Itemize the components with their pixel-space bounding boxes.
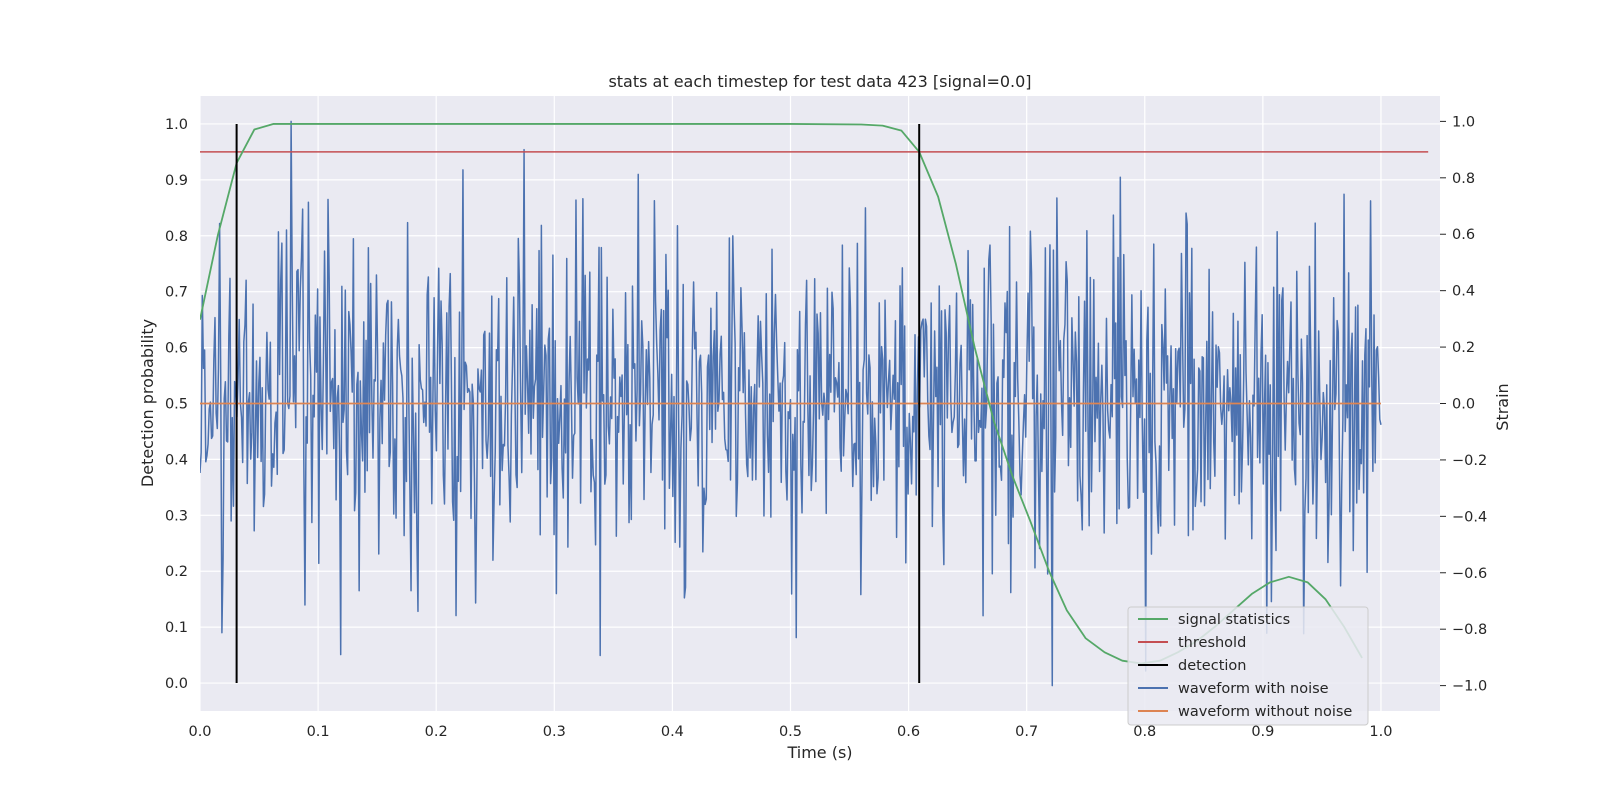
y-tick-label-left: 0.9: [165, 173, 188, 189]
plot-area: [200, 120, 1429, 687]
x-tick-label: 0.3: [543, 724, 566, 740]
y-axis-label-left: Detection probability: [138, 319, 157, 487]
y-tick-label-right: −0.6: [1452, 566, 1487, 582]
x-tick-label: 0.5: [779, 724, 802, 740]
x-tick-label: 0.6: [897, 724, 920, 740]
y-tick-label-left: 1.0: [165, 117, 188, 133]
y-tick-label-left: 0.8: [165, 229, 188, 245]
y-tick-label-right: 0.4: [1452, 284, 1475, 300]
legend-box: [1127, 606, 1369, 726]
legend: signal statistics threshold detection wavef…: [1127, 606, 1369, 726]
x-tick-label: 0.4: [661, 724, 684, 740]
legend-label: waveform with noise: [1178, 681, 1329, 697]
y-tick-label-right: 0.2: [1452, 340, 1475, 356]
x-tick-label: 1.0: [1369, 724, 1392, 740]
y-tick-label-right: 0.0: [1452, 397, 1475, 413]
y-tick-label-right: −0.4: [1452, 509, 1487, 525]
y-tick-label-left: 0.5: [165, 397, 188, 413]
x-tick-label: 0.1: [307, 724, 330, 740]
y-tick-label-right: −1.0: [1452, 679, 1487, 695]
x-tick-label: 0.2: [425, 724, 448, 740]
y-tick-label-left: 0.0: [165, 676, 188, 692]
x-tick-label: 0.0: [188, 724, 211, 740]
y-tick-label-left: 0.7: [165, 285, 188, 301]
y-axis-label-right: Strain: [1493, 383, 1512, 430]
y-tick-label-right: 0.6: [1452, 227, 1475, 243]
x-tick-label: 0.8: [1133, 724, 1156, 740]
axes: 0.0 0.1 0.2 0.3 0.4 0.5 0.6 0.7 0.8 0.9 1.0 0.0 0.1 0…: [165, 114, 1487, 740]
y-tick-label-right: −0.8: [1452, 622, 1487, 638]
y-tick-label-left: 0.3: [165, 508, 188, 524]
series-signal-statistics: [200, 123, 1363, 665]
legend-label: detection: [1178, 658, 1246, 674]
y-tick-label-right: −0.2: [1452, 453, 1487, 469]
y-tick-label-left: 0.2: [165, 564, 188, 580]
x-tick-label: 0.9: [1251, 724, 1274, 740]
y-tick-label-left: 0.1: [165, 620, 188, 636]
series-waveform-with-noise: [200, 120, 1382, 687]
x-tick-label: 0.7: [1015, 724, 1038, 740]
legend-label: waveform without noise: [1178, 704, 1352, 720]
chart-title: stats at each timestep for test data 423…: [608, 72, 1031, 91]
y-tick-label-right: 0.8: [1452, 171, 1475, 187]
x-axis-label: Time (s): [786, 743, 852, 762]
y-tick-label-right: 1.0: [1452, 114, 1475, 130]
y-tick-label-left: 0.6: [165, 341, 188, 357]
y-tick-label-left: 0.4: [165, 452, 188, 468]
legend-label: signal statistics: [1178, 612, 1290, 628]
legend-label: threshold: [1178, 635, 1246, 651]
